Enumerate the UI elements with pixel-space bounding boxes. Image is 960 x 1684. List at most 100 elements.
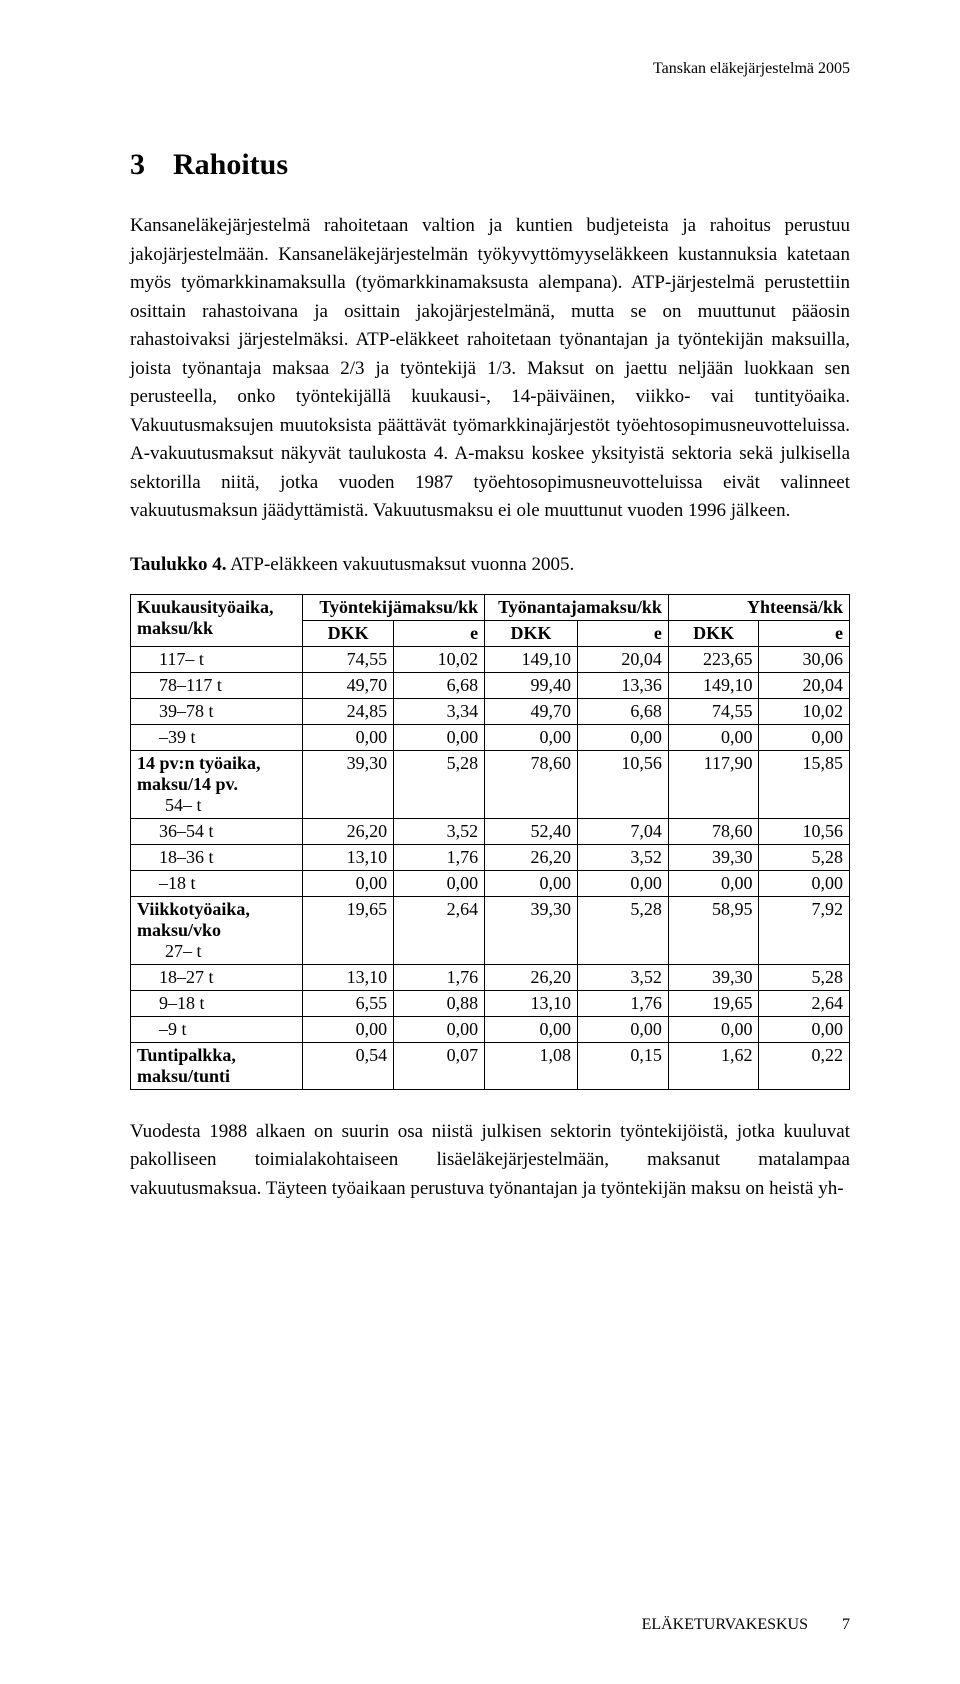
group-header-0: Kuukausityöaika, maksu/kk xyxy=(137,597,274,638)
table-row: 117– t74,55 10,02 149,10 20,04 223,65 30… xyxy=(131,646,850,672)
cell: 13,36 xyxy=(577,672,668,698)
cell: 223,65 xyxy=(668,646,759,672)
table-caption-text: ATP-eläkkeen vakuutusmaksut vuonna 2005. xyxy=(226,554,574,575)
cell: 0,00 xyxy=(577,1016,668,1042)
cell: 15,85 xyxy=(759,750,850,818)
cell: 99,40 xyxy=(485,672,578,698)
row-label: 18–36 t xyxy=(131,844,303,870)
table-body: 117– t74,55 10,02 149,10 20,04 223,65 30… xyxy=(131,646,850,1089)
cell: 78,60 xyxy=(485,750,578,818)
cell: 0,22 xyxy=(759,1042,850,1089)
table-row: –18 t0,00 0,00 0,00 0,00 0,00 0,00 xyxy=(131,870,850,896)
cell: 13,10 xyxy=(303,964,394,990)
cell: 39,30 xyxy=(485,896,578,964)
cell: 20,04 xyxy=(577,646,668,672)
sub-dkk-3: DKK xyxy=(668,620,759,646)
sub-e-1: e xyxy=(394,620,485,646)
table-row: 18–36 t13,10 1,76 26,20 3,52 39,30 5,28 xyxy=(131,844,850,870)
cell: 0,00 xyxy=(394,870,485,896)
cell: 3,52 xyxy=(394,818,485,844)
col-group-label: Kuukausityöaika, maksu/kk xyxy=(131,594,303,646)
cell: 3,52 xyxy=(577,844,668,870)
cell: 49,70 xyxy=(303,672,394,698)
cell: 39,30 xyxy=(668,844,759,870)
table-row: 78–117 t49,70 6,68 99,40 13,36 149,10 20… xyxy=(131,672,850,698)
cell: 0,00 xyxy=(394,1016,485,1042)
cell: 0,00 xyxy=(303,1016,394,1042)
sub-dkk-1: DKK xyxy=(303,620,394,646)
cell: 19,65 xyxy=(668,990,759,1016)
page: Tanskan eläkejärjestelmä 2005 3Rahoitus … xyxy=(0,0,960,1684)
col-employer-header: Työnantajamaksu/kk xyxy=(485,594,669,620)
row-label: Tuntipalkka, maksu/tunti xyxy=(131,1042,303,1089)
sub-e-3: e xyxy=(759,620,850,646)
footer-publisher: ELÄKETURVAKESKUS xyxy=(642,1616,808,1633)
cell: 0,00 xyxy=(577,724,668,750)
cell: 0,00 xyxy=(759,1016,850,1042)
cell: 149,10 xyxy=(668,672,759,698)
cell: 0,00 xyxy=(485,870,578,896)
cell: 74,55 xyxy=(668,698,759,724)
row-label: 18–27 t xyxy=(131,964,303,990)
cell: 0,00 xyxy=(394,724,485,750)
cell: 26,20 xyxy=(303,818,394,844)
cell: 19,65 xyxy=(303,896,394,964)
row-label: 78–117 t xyxy=(131,672,303,698)
cell: 6,68 xyxy=(394,672,485,698)
row-label: 117– t xyxy=(131,646,303,672)
cell: 78,60 xyxy=(668,818,759,844)
cell: 26,20 xyxy=(485,964,578,990)
cell: 39,30 xyxy=(668,964,759,990)
table-header-row-1: Kuukausityöaika, maksu/kk Työntekijämaks… xyxy=(131,594,850,620)
col-total-header: Yhteensä/kk xyxy=(668,594,849,620)
paragraph-2: Vuodesta 1988 alkaen on suurin osa niist… xyxy=(130,1118,850,1204)
cell: 13,10 xyxy=(303,844,394,870)
table-row: Tuntipalkka, maksu/tunti0,54 0,07 1,08 0… xyxy=(131,1042,850,1089)
sub-dkk-2: DKK xyxy=(485,620,578,646)
cell: 3,34 xyxy=(394,698,485,724)
table-row: 39–78 t24,85 3,34 49,70 6,68 74,55 10,02 xyxy=(131,698,850,724)
cell: 117,90 xyxy=(668,750,759,818)
cell: 2,64 xyxy=(394,896,485,964)
cell: 2,64 xyxy=(759,990,850,1016)
table-row: 9–18 t6,55 0,88 13,10 1,76 19,65 2,64 xyxy=(131,990,850,1016)
cell: 30,06 xyxy=(759,646,850,672)
section-number: 3 xyxy=(130,148,145,181)
row-label: 39–78 t xyxy=(131,698,303,724)
cell: 149,10 xyxy=(485,646,578,672)
cell: 1,76 xyxy=(394,964,485,990)
table-row: –9 t0,00 0,00 0,00 0,00 0,00 0,00 xyxy=(131,1016,850,1042)
cell: 7,04 xyxy=(577,818,668,844)
sub-e-2: e xyxy=(577,620,668,646)
cell: 6,55 xyxy=(303,990,394,1016)
cell: 1,08 xyxy=(485,1042,578,1089)
cell: 0,00 xyxy=(485,1016,578,1042)
table-caption-label: Taulukko 4. xyxy=(130,554,226,575)
cell: 39,30 xyxy=(303,750,394,818)
col-employee-header: Työntekijämaksu/kk xyxy=(303,594,485,620)
table-row: 18–27 t13,10 1,76 26,20 3,52 39,30 5,28 xyxy=(131,964,850,990)
paragraph-1: Kansaneläkejärjestelmä rahoitetaan valti… xyxy=(130,212,850,526)
section-title-text: Rahoitus xyxy=(173,148,288,181)
row-label: 9–18 t xyxy=(131,990,303,1016)
cell: 0,00 xyxy=(668,870,759,896)
cell: 0,07 xyxy=(394,1042,485,1089)
cell: 7,92 xyxy=(759,896,850,964)
cell: 5,28 xyxy=(759,964,850,990)
cell: 52,40 xyxy=(485,818,578,844)
cell: 10,02 xyxy=(394,646,485,672)
cell: 0,15 xyxy=(577,1042,668,1089)
row-label: –39 t xyxy=(131,724,303,750)
cell: 0,00 xyxy=(668,724,759,750)
cell: 26,20 xyxy=(485,844,578,870)
cell: 10,02 xyxy=(759,698,850,724)
footer-page-number: 7 xyxy=(842,1616,850,1633)
cell: 74,55 xyxy=(303,646,394,672)
cell: 24,85 xyxy=(303,698,394,724)
cell: 58,95 xyxy=(668,896,759,964)
cell: 1,62 xyxy=(668,1042,759,1089)
page-footer: ELÄKETURVAKESKUS 7 xyxy=(642,1616,850,1634)
row-label: Viikkotyöaika, maksu/vko27– t xyxy=(131,896,303,964)
table-row: –39 t0,00 0,00 0,00 0,00 0,00 0,00 xyxy=(131,724,850,750)
table-row: Viikkotyöaika, maksu/vko27– t19,65 2,64 … xyxy=(131,896,850,964)
